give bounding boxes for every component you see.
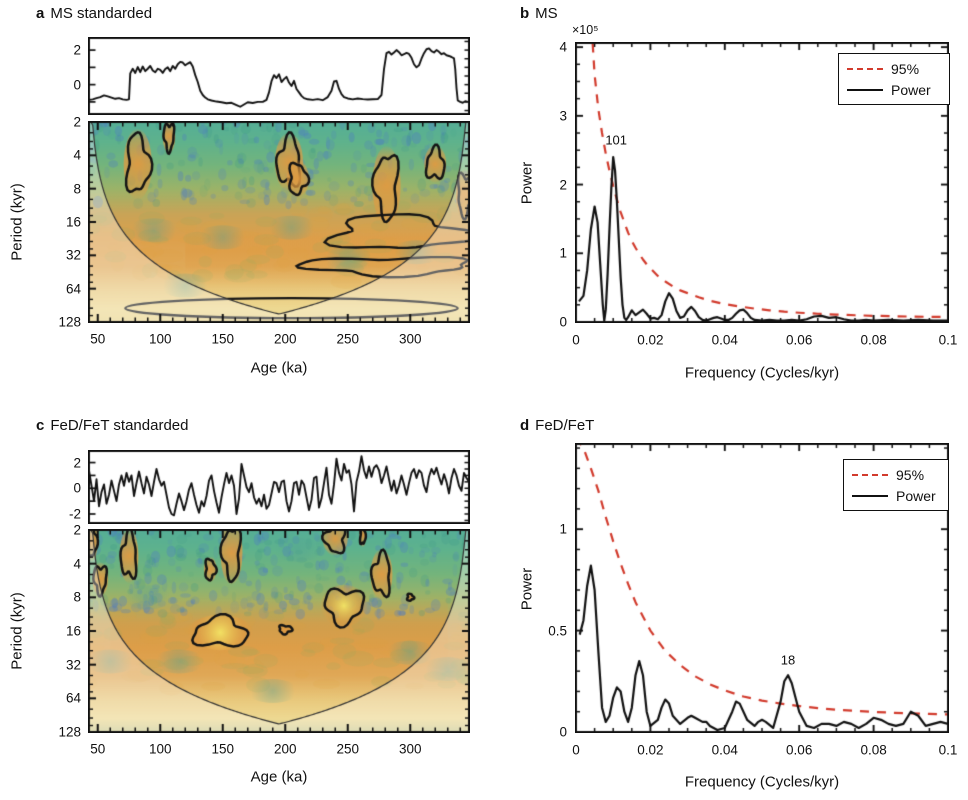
- tick-label: 3: [559, 108, 567, 124]
- tick-label: 64: [65, 690, 81, 706]
- frequency-axis-label-d: Frequency (Cycles/kyr): [684, 773, 840, 791]
- panel-tag-c: c: [36, 417, 45, 434]
- tick-label: 0.5: [548, 623, 567, 639]
- legend-95-label-b: 95%: [891, 60, 920, 77]
- tick-label: 100: [148, 741, 172, 757]
- tick-label: 32: [65, 247, 81, 263]
- tick-label: 1: [559, 245, 567, 261]
- tick-label: 0: [572, 742, 580, 758]
- power-scale-exponent-label: ×10⁵: [572, 23, 599, 37]
- tick-label: 0.02: [637, 742, 664, 758]
- tick-label: 0: [572, 332, 580, 348]
- tick-label: 8: [73, 181, 81, 197]
- tick-label: 4: [559, 39, 567, 55]
- tick-label: 64: [65, 281, 81, 297]
- tick-label: 128: [58, 724, 81, 740]
- panel-tag-b: b: [520, 5, 530, 22]
- tick-label: 50: [90, 331, 106, 347]
- legend-row-power-b: Power: [847, 82, 941, 98]
- tick-label: 4: [73, 556, 81, 572]
- power-axis-label-b: Power: [518, 161, 536, 205]
- tick-label: 2: [73, 114, 81, 130]
- tick-label: 250: [336, 331, 360, 347]
- panel-tag-a: a: [36, 5, 45, 22]
- tick-label: 200: [273, 741, 297, 757]
- tick-label: 0.1: [938, 742, 958, 758]
- tick-label: 2: [73, 42, 81, 58]
- tick-label: 8: [73, 589, 81, 605]
- tick-label: 150: [211, 331, 235, 347]
- age-axis-label-c: Age (ka): [250, 768, 308, 786]
- period-axis-label-a: Period (kyr): [8, 183, 26, 261]
- power-axis-label-d: Power: [518, 567, 536, 611]
- tick-label: 4: [73, 147, 81, 163]
- tick-label: 200: [273, 331, 297, 347]
- panel-title-c: c FeD/FeT standarded: [36, 417, 188, 434]
- peak-label-101: 101: [605, 132, 628, 148]
- tick-label: 0: [73, 77, 81, 93]
- panel-name-a: MS standarded: [50, 5, 153, 22]
- tick-label: 1: [559, 521, 567, 537]
- solid-line-sample-icon: [847, 88, 883, 91]
- panel-title-b: b MS: [520, 5, 558, 22]
- dashed-line-sample-icon: [847, 67, 883, 70]
- panel-name-c: FeD/FeT standarded: [50, 417, 189, 434]
- dashed-line-sample-icon: [852, 473, 888, 476]
- panel-tag-d: d: [520, 417, 530, 434]
- fedfet-timeseries-plot: [88, 450, 470, 524]
- tick-label: 0: [559, 724, 567, 740]
- legend-row-95-d: 95%: [852, 467, 940, 483]
- tick-label: 0.02: [637, 332, 664, 348]
- tick-label: 16: [65, 214, 81, 230]
- tick-label: 300: [398, 741, 422, 757]
- tick-label: -2: [68, 506, 81, 522]
- ms-wavelet-heatmap: [88, 121, 470, 323]
- tick-label: 300: [398, 331, 422, 347]
- fedfet-wavelet-heatmap: [88, 529, 470, 733]
- panel-name-d: FeD/FeT: [535, 417, 595, 434]
- ms-timeseries-plot: [88, 37, 470, 115]
- tick-label: 0.04: [711, 742, 738, 758]
- age-axis-label-a: Age (ka): [250, 359, 308, 377]
- legend-row-power-d: Power: [852, 488, 940, 504]
- legend-power-label-b: Power: [891, 81, 931, 98]
- tick-label: 2: [73, 455, 81, 471]
- tick-label: 128: [58, 314, 81, 330]
- legend-d: 95% Power: [843, 459, 949, 511]
- tick-label: 0: [559, 314, 567, 330]
- solid-line-sample-icon: [852, 494, 888, 497]
- period-axis-label-c: Period (kyr): [8, 592, 26, 670]
- panel-title-d: d FeD/FeT: [520, 417, 594, 434]
- tick-label: 100: [148, 331, 172, 347]
- tick-label: 0.06: [786, 332, 813, 348]
- legend-row-95-b: 95%: [847, 61, 941, 77]
- frequency-axis-label-b: Frequency (Cycles/kyr): [684, 364, 840, 382]
- tick-label: 0.1: [938, 332, 958, 348]
- tick-label: 0.04: [711, 332, 738, 348]
- panel-title-a: a MS standarded: [36, 5, 152, 22]
- tick-label: 0.08: [860, 332, 887, 348]
- tick-label: 0.06: [786, 742, 813, 758]
- tick-label: 50: [90, 741, 106, 757]
- tick-label: 2: [73, 522, 81, 538]
- legend-b: 95% Power: [838, 53, 950, 105]
- tick-label: 250: [336, 741, 360, 757]
- peak-label-18: 18: [780, 652, 796, 668]
- tick-label: 0.08: [860, 742, 887, 758]
- legend-95-label-d: 95%: [896, 466, 925, 483]
- panel-name-b: MS: [535, 5, 558, 22]
- tick-label: 16: [65, 623, 81, 639]
- tick-label: 2: [559, 177, 567, 193]
- tick-label: 150: [211, 741, 235, 757]
- legend-power-label-d: Power: [896, 487, 936, 504]
- tick-label: 32: [65, 657, 81, 673]
- tick-label: 0: [73, 480, 81, 496]
